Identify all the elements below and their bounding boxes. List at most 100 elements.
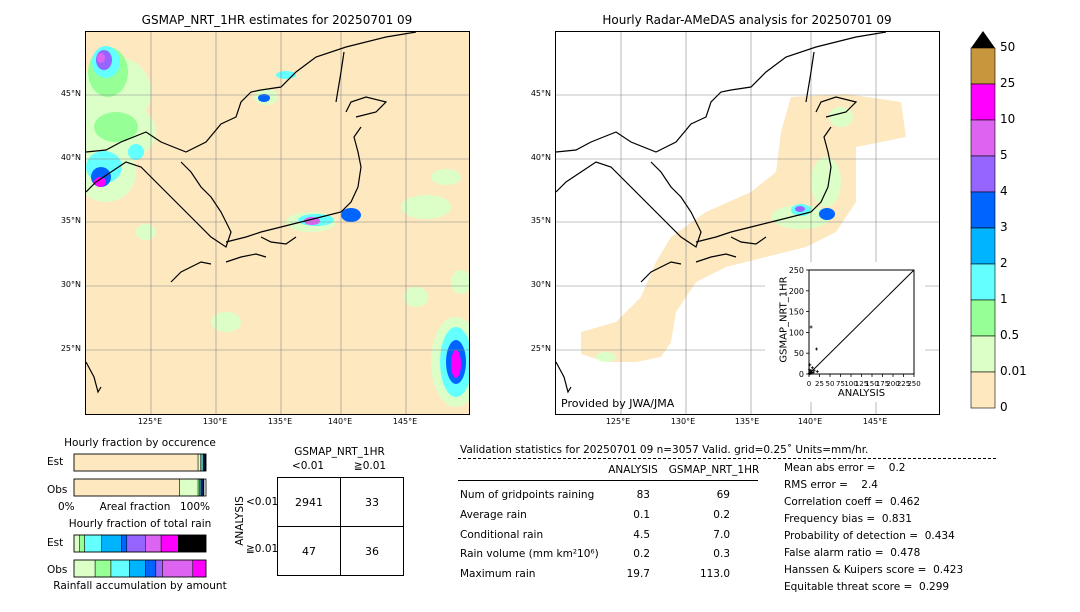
scatter-xtick-label: 175 xyxy=(876,380,889,388)
score-line: Hanssen & Kuipers score = 0.423 xyxy=(784,564,964,576)
contingency-row-axis: ANALYSIS xyxy=(234,496,246,546)
stats-row-gsmap: 7.0 xyxy=(713,529,730,541)
colorbar-label: 4 xyxy=(1000,184,1008,198)
score-line: False alarm ratio = 0.478 xyxy=(784,547,921,559)
left-map-coastline xyxy=(86,32,417,394)
colorbar-segment xyxy=(970,83,996,121)
occurrence-obs-label: Obs xyxy=(47,484,68,496)
right-lon-140: 140°E xyxy=(797,417,823,426)
score-line: Mean abs error = 0.2 xyxy=(784,462,906,474)
totalrain-bar-segment xyxy=(126,534,146,553)
score-line: Probability of detection = 0.434 xyxy=(784,530,955,542)
colorbar-segment xyxy=(970,371,996,409)
colorbar: 50 25 10 5 4 3 2 1 0.5 0.01 0 xyxy=(970,30,1030,420)
stats-row-analysis: 83 xyxy=(636,489,650,501)
colorbar-label: 0.5 xyxy=(1000,328,1020,342)
stats-row-label: Conditional rain xyxy=(460,529,544,541)
colorbar-segment xyxy=(970,155,996,193)
scatter-ytick-label: 150 xyxy=(789,308,804,317)
scatter-xtick-label: 100 xyxy=(844,380,857,388)
right-lon-135: 135°E xyxy=(734,417,760,426)
score-line: Equitable threat score = 0.299 xyxy=(784,581,950,593)
scatter-xtick-label: 125 xyxy=(855,380,868,388)
scatter-point xyxy=(810,366,814,370)
left-lat-45: 45°N xyxy=(60,89,81,98)
scatter-point xyxy=(811,370,815,374)
left-lat-30: 30°N xyxy=(60,280,81,289)
occurrence-bar-segment xyxy=(197,453,201,472)
totalrain-bar-segment xyxy=(84,534,102,553)
stats-row-gsmap: 113.0 xyxy=(699,568,730,580)
contingency-row-0: <0.01 xyxy=(246,496,279,508)
totalrain-est-label: Est xyxy=(47,537,64,549)
colorbar-label: 25 xyxy=(1000,76,1016,90)
score-line: Correlation coeff = 0.462 xyxy=(784,496,920,508)
totalrain-bar-segment xyxy=(101,534,122,553)
scatter-ytick-label: 100 xyxy=(789,328,804,337)
contingency-cell: 33 xyxy=(340,477,404,527)
totalrain-bar-segment xyxy=(73,534,80,553)
rain-field-left xyxy=(86,46,469,407)
stats-row-analysis: 4.5 xyxy=(633,529,650,541)
colorbar-segment xyxy=(970,191,996,229)
scatter-point xyxy=(815,347,819,351)
map-credit: Provided by JWA/JMA xyxy=(561,397,675,410)
contingency-col-1: ≧0.01 xyxy=(353,460,387,472)
scatter-ytick-label: 50 xyxy=(794,349,804,358)
scatter-xtick-label: 0 xyxy=(807,380,811,388)
stats-row-analysis: 0.1 xyxy=(633,509,650,521)
left-lon-125: 125°E xyxy=(137,417,163,426)
colorbar-label: 0.01 xyxy=(1000,364,1027,378)
stats-row-label: Num of gridpoints raining xyxy=(460,489,595,501)
stats-table-rule xyxy=(458,480,758,481)
right-lon-130: 130°E xyxy=(670,417,696,426)
contingency-cell: 47 xyxy=(277,526,341,576)
occurrence-xlabel: Areal fraction xyxy=(99,501,171,513)
right-map-coastline xyxy=(556,32,887,394)
left-lon-140: 140°E xyxy=(327,417,353,426)
colorbar-label: 50 xyxy=(1000,40,1016,54)
scatter-ytick-label: 200 xyxy=(789,287,804,296)
scatter-point xyxy=(810,371,814,375)
colorbar-extend xyxy=(971,31,995,48)
occurrence-bar-segment xyxy=(73,478,180,497)
right-lat-30: 30°N xyxy=(530,280,551,289)
scatter-xtick-label: 25 xyxy=(815,380,824,388)
scatter-xtick-label: 150 xyxy=(865,380,878,388)
totalrain-bar-segment xyxy=(145,534,162,553)
stats-row-label: Average rain xyxy=(460,509,527,521)
scatter-xtick-label: 200 xyxy=(886,380,899,388)
totalrain-bar-segment xyxy=(192,559,207,578)
scatter-inset: 0 50 100 150 200 250 0 25 50 75 100 125 150 175 200 22… xyxy=(765,262,925,402)
totalrain-bar-segment xyxy=(145,559,157,578)
right-lon-125: 125°E xyxy=(605,417,631,426)
contingency-cell: 2941 xyxy=(277,477,341,527)
right-map-svg xyxy=(556,32,939,414)
left-map-grid xyxy=(86,32,469,414)
left-map xyxy=(85,31,470,415)
colorbar-label: 1 xyxy=(1000,292,1008,306)
contingency-col-0: <0.01 xyxy=(291,460,325,472)
colorbar-label: 10 xyxy=(1000,112,1016,126)
colorbar-label: 0 xyxy=(1000,400,1008,414)
colorbar-segment xyxy=(970,119,996,157)
left-lat-35: 35°N xyxy=(60,216,81,225)
left-map-svg xyxy=(86,32,469,414)
contingency-cell: 36 xyxy=(340,526,404,576)
stats-row-gsmap: 0.3 xyxy=(713,548,730,560)
totalrain-bars xyxy=(73,534,207,578)
totalrain-bar-segment xyxy=(73,559,96,578)
totalrain-bar-segment xyxy=(94,559,112,578)
stats-row-gsmap: 0.2 xyxy=(713,509,730,521)
right-lat-45: 45°N xyxy=(530,89,551,98)
left-map-title: GSMAP_NRT_1HR estimates for 20250701 09 xyxy=(141,13,413,27)
totalrain-bar-segment-frame xyxy=(73,559,207,578)
occurrence-x100: 100% xyxy=(180,501,211,513)
occurrence-bar-segment-frame xyxy=(73,453,207,472)
left-lon-135: 135°E xyxy=(267,417,293,426)
totalrain-obs-label: Obs xyxy=(47,564,68,576)
totalrain-title: Hourly fraction of total rain xyxy=(68,518,212,530)
occurrence-bar-segment xyxy=(179,478,199,497)
colorbar-svg xyxy=(970,31,996,409)
